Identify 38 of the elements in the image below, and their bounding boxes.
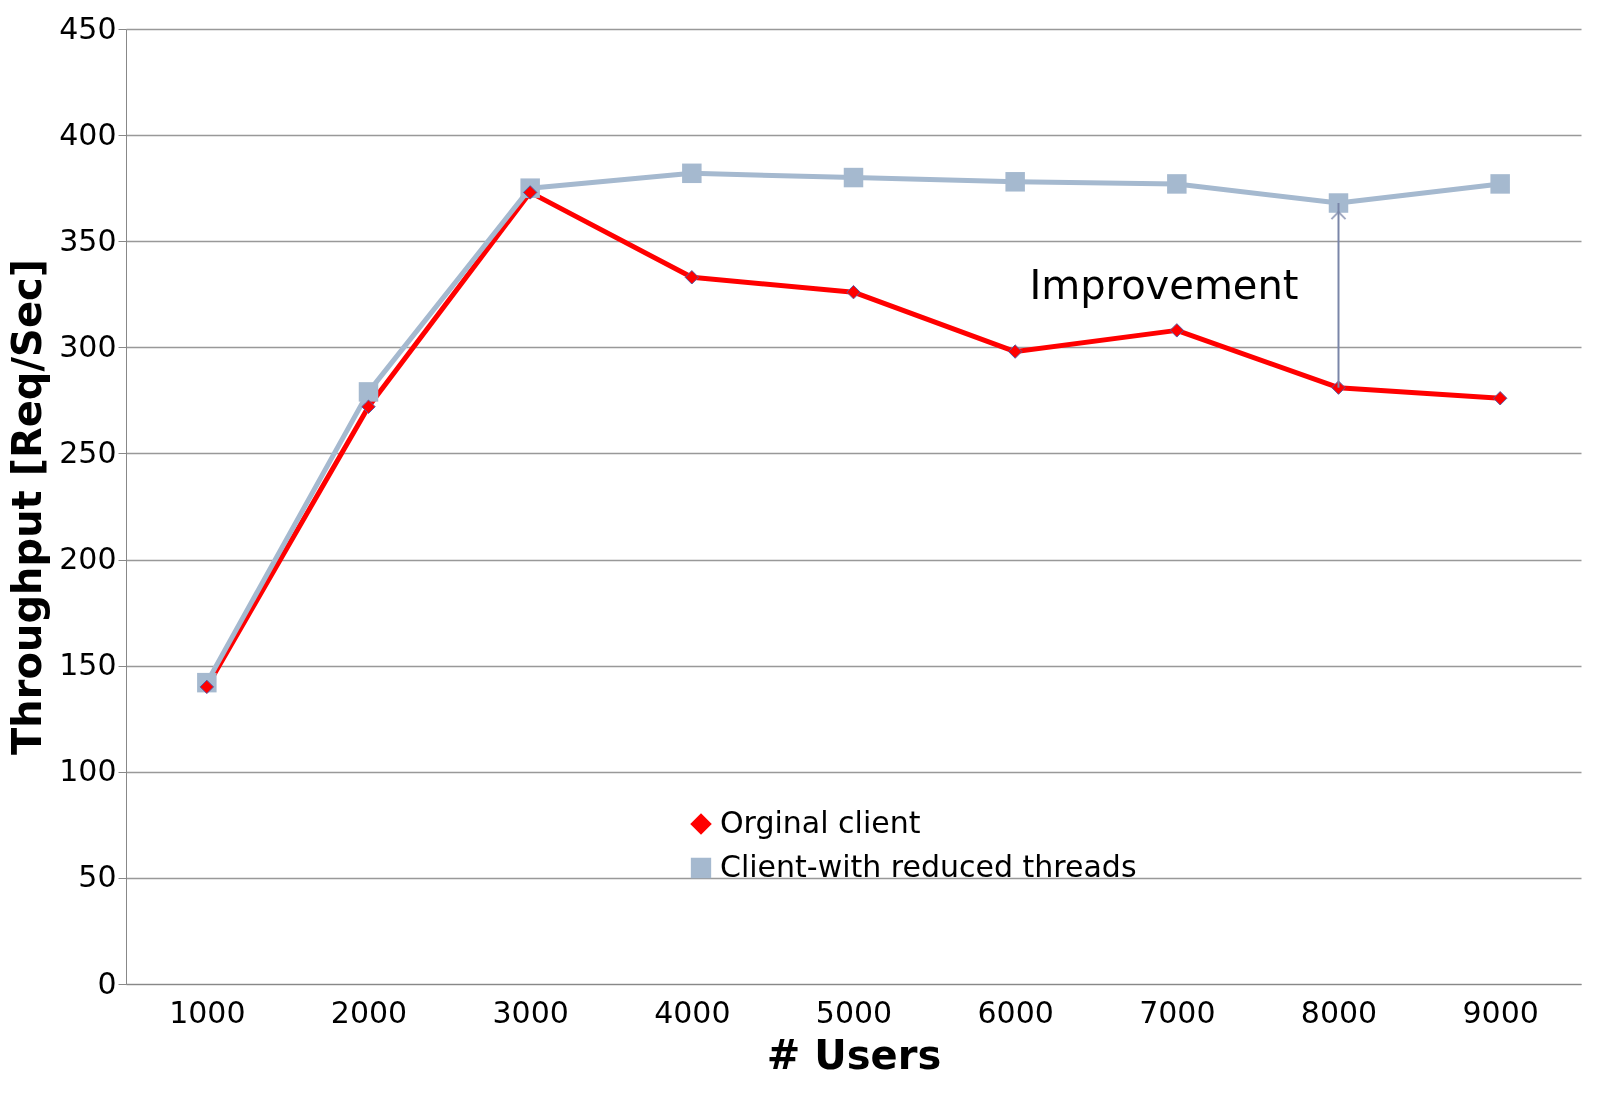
point	[522, 185, 538, 200]
x-tick-label: 8000	[1300, 994, 1378, 1030]
point	[843, 167, 864, 188]
point	[361, 399, 376, 414]
x-tick-label: 6000	[977, 994, 1054, 1030]
x-tick-label: 5000	[815, 994, 893, 1030]
y-tick-label: 250	[59, 434, 117, 470]
annotation: Improvement	[1029, 262, 1299, 309]
point	[1492, 391, 1508, 406]
point	[358, 382, 379, 402]
y-tick-label: 300	[59, 328, 117, 364]
y-tick-label: 100	[59, 753, 117, 789]
legend-label: Orginal client	[720, 805, 921, 840]
y-tick-label: 150	[59, 647, 117, 683]
point	[1490, 174, 1510, 194]
point	[684, 270, 700, 285]
x-tick-label: 3000	[492, 994, 569, 1030]
x-tick-label: 2000	[330, 994, 408, 1030]
legend-label: Client-with reduced threads	[720, 849, 1137, 884]
point	[846, 284, 861, 300]
y-tick-label: 200	[59, 541, 117, 577]
point	[1007, 344, 1023, 359]
y-tick-label: 450	[59, 10, 117, 46]
x-tick-label: 9000	[1462, 994, 1539, 1030]
point	[1005, 172, 1025, 192]
x-tick-label: 1000	[169, 994, 246, 1030]
x-axis-title: # Users	[766, 1031, 942, 1078]
y-tick-label: 400	[59, 116, 117, 152]
y-tick-label: 50	[78, 859, 117, 895]
x-tick-label: 7000	[1139, 994, 1216, 1030]
point	[1328, 193, 1349, 213]
point	[682, 163, 702, 184]
x-tick-label: 4000	[654, 994, 731, 1030]
y-tick-label: 0	[97, 965, 117, 1001]
y-axis-title: Throughput [Req/Sec]	[4, 258, 51, 756]
point	[1167, 174, 1187, 194]
y-tick-label: 350	[59, 222, 117, 258]
point	[1169, 323, 1185, 338]
